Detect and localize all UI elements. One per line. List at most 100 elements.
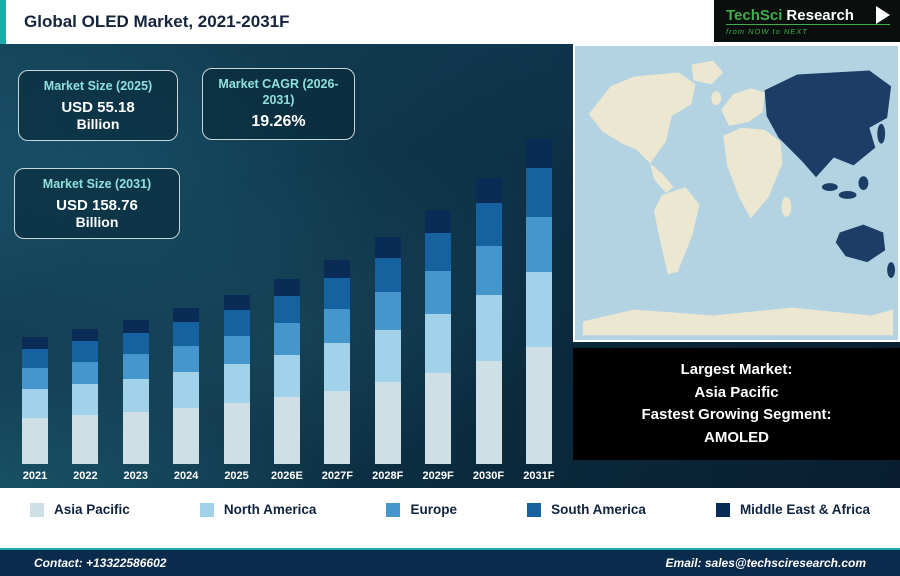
world-map [573, 44, 900, 342]
bar-segment-europe [273, 323, 300, 355]
bar-segment-south-america [273, 295, 300, 324]
stat-label: Market Size (2025) [43, 79, 153, 93]
techsci-logo: TechSci Research from NOW to NEXT [714, 0, 900, 42]
bar-year-label: 2027F [321, 470, 353, 482]
arrow-icon [876, 6, 890, 24]
bar-segment-europe [122, 354, 149, 379]
bar-segment-asia-pacific [22, 418, 48, 464]
legend-item-north-america: North America [199, 502, 317, 517]
bar-stack [374, 237, 401, 464]
page-title: Global OLED Market, 2021-2031F [24, 12, 290, 31]
bar-segment-north-america [525, 272, 552, 347]
stat-box-0: Market Size (2025) USD 55.18 Billion [18, 70, 178, 141]
stat-value-unit: Billion [75, 213, 119, 230]
bar-2030F: 2030F [466, 177, 512, 486]
legend-swatch [30, 502, 44, 517]
stat-label: Market Size (2031) [42, 177, 152, 191]
main-panel: Market Size (2025) USD 55.18 Billion Market… [0, 44, 900, 576]
map-indonesia-highlight [821, 183, 838, 192]
bar-segment-europe [475, 246, 502, 295]
bar-segment-europe [72, 361, 99, 385]
bar-2028F: 2028F [365, 237, 411, 486]
bar-segment-asia-pacific [475, 360, 502, 464]
map-new-zealand-highlight [887, 262, 896, 278]
bar-year-label: 2024 [173, 470, 199, 482]
legend-swatch [715, 502, 730, 517]
bar-segment-middle-east-africa [525, 138, 552, 169]
legend-item-asia-pacific: Asia Pacific [30, 502, 130, 517]
map-japan-highlight [877, 123, 886, 144]
bar-segment-south-america [173, 322, 200, 346]
map-asia-highlight [764, 70, 892, 178]
map-uk [711, 91, 722, 106]
bar-year-label: 2029F [422, 470, 454, 482]
bar-year-label: 2031F [523, 470, 555, 482]
callout-line-largest-market: Largest Market: [680, 361, 793, 378]
map-indonesia2-highlight [838, 191, 857, 199]
bar-2024: 2024 [163, 308, 209, 486]
bar-segment-north-america [173, 372, 200, 408]
bar-segment-europe [324, 308, 351, 344]
bar-2023: 2023 [113, 319, 159, 486]
bar-segment-asia-pacific [324, 390, 351, 464]
legend-label: Europe [410, 502, 457, 517]
bar-2029F: 2029F [415, 209, 461, 486]
bar-stack [425, 209, 452, 464]
bar-segment-north-america [324, 343, 351, 391]
bar-segment-middle-east-africa [475, 177, 502, 204]
bar-segment-asia-pacific [122, 411, 149, 464]
bar-stack [273, 278, 300, 464]
bar-2021: 2021 [12, 337, 58, 486]
footer-contact: Contact: +13322586602 [34, 556, 167, 570]
bar-segment-asia-pacific [525, 346, 552, 464]
bar-segment-south-america [425, 232, 452, 271]
bar-segment-middle-east-africa [374, 237, 401, 258]
bar-segment-south-america [122, 332, 149, 355]
map-south-america [654, 187, 700, 274]
map-madagascar [781, 196, 792, 217]
bar-segment-north-america [425, 314, 452, 373]
bar-2022: 2022 [62, 329, 108, 486]
bar-stack [324, 259, 351, 464]
bar-segment-europe [173, 345, 200, 373]
bar-segment-middle-east-africa [72, 329, 99, 342]
bar-year-label: 2026E [271, 470, 303, 482]
bar-year-label: 2025 [224, 470, 249, 482]
bar-stack [525, 138, 552, 464]
bar-segment-south-america [324, 278, 351, 309]
legend-label: Asia Pacific [54, 502, 130, 517]
bar-segment-north-america [72, 384, 99, 416]
bar-segment-europe [425, 270, 452, 314]
map-greenland [691, 60, 724, 85]
map-europe [721, 88, 765, 126]
bar-2027F: 2027F [314, 259, 360, 486]
footer-email: Email: sales@techsciresearch.com [665, 556, 866, 570]
bar-segment-middle-east-africa [425, 209, 452, 233]
bar-segment-middle-east-africa [122, 319, 149, 333]
bar-segment-asia-pacific [173, 407, 200, 464]
bar-2025: 2025 [214, 294, 260, 486]
map-australia-highlight [835, 224, 886, 263]
bar-segment-asia-pacific [273, 397, 300, 464]
bar-segment-europe [525, 216, 552, 273]
legend-label: North America [223, 502, 317, 517]
logo-wordmark: TechSci Research [726, 6, 890, 24]
legend-swatch [199, 502, 214, 517]
bar-segment-europe [223, 335, 250, 365]
bar-segment-south-america [525, 168, 552, 217]
logo-text-research: Research [786, 6, 854, 24]
bar-year-label: 2028F [372, 470, 404, 482]
bar-segment-north-america [475, 294, 502, 361]
bar-year-label: 2022 [73, 470, 98, 482]
bar-2026E: 2026E [264, 278, 310, 486]
bar-stack [173, 308, 200, 464]
bar-segment-north-america [223, 364, 250, 404]
stat-value: USD 158.76 [56, 196, 138, 214]
bar-stack [223, 294, 250, 464]
legend-label: South America [551, 502, 646, 517]
bar-year-label: 2030F [472, 470, 505, 482]
logo-text-techsci: TechSci [726, 6, 783, 24]
world-map-svg [575, 46, 898, 340]
callout-line-region: Asia Pacific [694, 383, 779, 401]
